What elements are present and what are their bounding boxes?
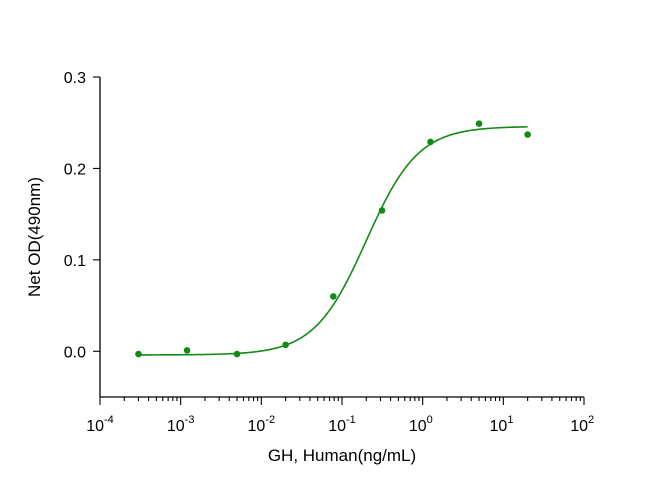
data-point-7 [475, 120, 483, 127]
data-point-1 [183, 347, 191, 354]
fit-curve [138, 126, 528, 356]
x-axis-title: GH, Human(ng/mL) [268, 446, 416, 465]
x-tick-label-0: 10 [86, 418, 104, 435]
data-point-0 [135, 350, 142, 358]
data-point-6 [427, 138, 434, 146]
data-point-3 [282, 341, 289, 349]
data-point-8 [524, 131, 531, 138]
x-tick-label-3: 10 [328, 418, 346, 435]
y-ticks: 0.0 0.1 0.2 0.3 [64, 70, 100, 361]
x-ticks: 10 -4 10 -3 10 -2 10 -1 10 0 10 1 10 2 [86, 397, 594, 435]
x-tick-label-4: 10 [409, 418, 427, 435]
x-tick-label-2: 10 [248, 418, 266, 435]
x-tick-exponent-2: -2 [265, 414, 275, 426]
y-axis: 0.0 0.1 0.2 0.3 [64, 70, 101, 397]
y-axis-title: Net OD(490nm) [25, 177, 44, 297]
x-axis: 10 -4 10 -3 10 -2 10 -1 10 0 10 1 10 2 [86, 396, 594, 435]
x-tick-exponent-6: 2 [588, 414, 594, 426]
y-tick-label-2: 0.2 [64, 161, 86, 178]
y-tick-label-0: 0.0 [64, 344, 86, 361]
y-tick-label-3: 0.3 [64, 70, 86, 87]
data-points [135, 120, 531, 358]
x-tick-exponent-5: 1 [507, 414, 513, 426]
x-tick-label-6: 10 [570, 418, 588, 435]
x-tick-label-1: 10 [167, 418, 185, 435]
data-point-2 [233, 350, 241, 358]
data-point-4 [329, 293, 337, 300]
y-tick-label-1: 0.1 [64, 253, 86, 270]
x-tick-label-5: 10 [490, 418, 508, 435]
x-tick-exponent-4: 0 [427, 414, 433, 426]
x-tick-exponent-1: -3 [185, 414, 195, 426]
x-tick-exponent-0: -4 [104, 414, 114, 426]
x-tick-exponent-3: -1 [346, 414, 356, 426]
data-point-5 [378, 207, 386, 214]
